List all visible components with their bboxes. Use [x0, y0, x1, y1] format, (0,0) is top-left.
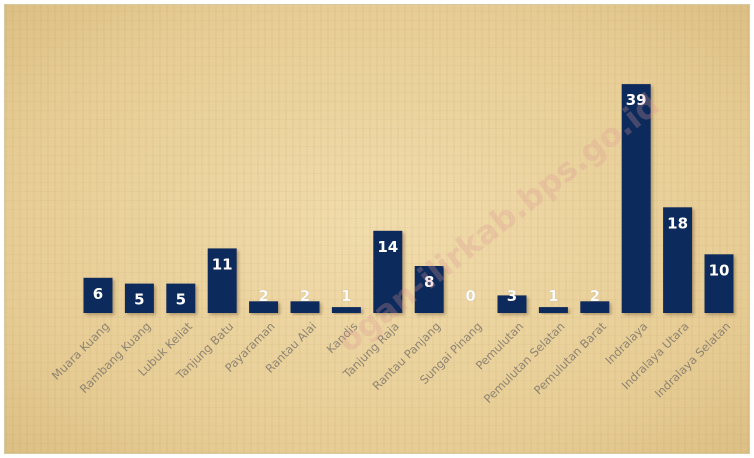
- data-label-10: 3: [507, 287, 517, 305]
- data-label-3: 11: [212, 255, 233, 273]
- data-label-12: 2: [590, 287, 600, 305]
- bar-15: [704, 254, 734, 313]
- bar-1: [124, 283, 154, 313]
- bar-13: [621, 84, 651, 313]
- bar-12: [580, 301, 610, 313]
- bar-0: [83, 277, 113, 313]
- bar-2: [166, 283, 196, 313]
- data-label-0: 6: [93, 285, 103, 303]
- data-label-5: 2: [300, 287, 310, 305]
- bar-14: [663, 207, 693, 313]
- data-label-6: 1: [341, 287, 351, 305]
- data-label-1: 5: [134, 291, 144, 309]
- category-label-12: Pemulutan Barat: [531, 319, 609, 397]
- data-label-11: 1: [548, 287, 558, 305]
- bar-7: [373, 230, 403, 313]
- bar-8: [414, 266, 444, 313]
- category-label-6: Kandis: [324, 319, 361, 356]
- data-label-14: 18: [667, 214, 688, 232]
- bar-6: [331, 307, 361, 313]
- data-label-15: 10: [709, 261, 730, 279]
- data-label-13: 39: [626, 91, 647, 109]
- category-label-15: Indralaya Selatan: [652, 319, 733, 400]
- bar-4: [249, 301, 279, 313]
- bar-11: [538, 307, 568, 313]
- data-label-8: 8: [424, 273, 434, 291]
- data-label-4: 2: [258, 287, 268, 305]
- bar-3: [207, 248, 237, 313]
- data-label-9: 0: [465, 287, 475, 305]
- bar-5: [290, 301, 320, 313]
- bar-10: [497, 295, 527, 313]
- data-label-2: 5: [176, 291, 186, 309]
- data-label-7: 14: [377, 238, 398, 256]
- category-label-1: Rambang Kuang: [77, 319, 154, 396]
